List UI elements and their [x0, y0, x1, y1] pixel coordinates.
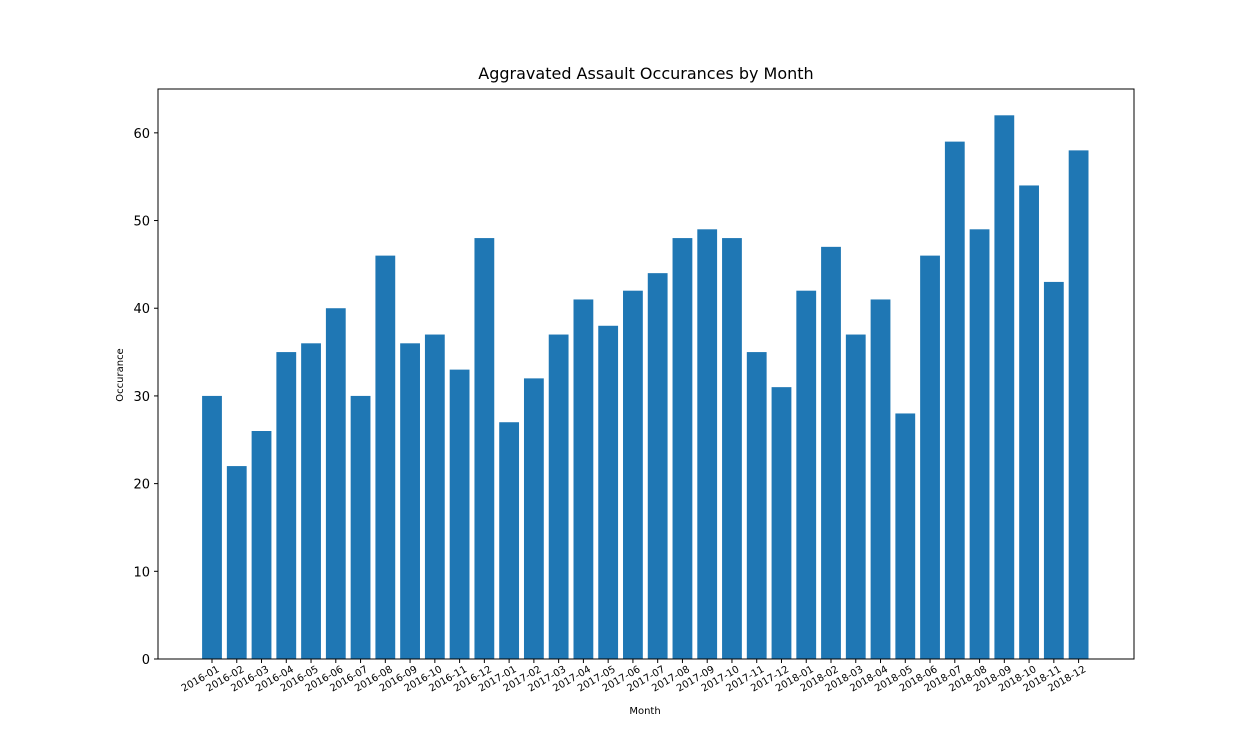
bar-2018-09 [994, 115, 1015, 659]
bar-2016-07 [350, 395, 371, 659]
y-axis-ticks: 0 10 20 30 40 50 60 [133, 127, 158, 668]
x-axis-label: Month [629, 706, 660, 717]
bar-2017-01 [499, 422, 520, 659]
bar-2018-06 [920, 255, 940, 659]
bar-2018-11 [1043, 281, 1064, 659]
bar-2017-10 [722, 238, 742, 659]
bar-2017-12 [771, 387, 792, 659]
bar-2018-01 [796, 290, 817, 659]
bar-2016-09 [400, 343, 420, 659]
bar-2018-12 [1068, 150, 1089, 659]
bar-2016-08 [375, 255, 396, 659]
bar-2017-02 [523, 378, 544, 659]
bar-2016-11 [449, 369, 470, 659]
y-tick-label: 10 [133, 565, 150, 580]
chart-title: Aggravated Assault Occurances by Month [478, 64, 813, 83]
bar-2017-03 [548, 334, 569, 659]
bar-2016-01 [202, 395, 222, 659]
bar-2018-10 [1019, 185, 1039, 659]
bar-2017-06 [623, 290, 643, 659]
bar-2016-05 [301, 343, 321, 659]
bar-2018-07 [944, 141, 965, 659]
bar-2018-02 [821, 246, 841, 659]
y-tick-label: 50 [133, 215, 150, 230]
y-tick-label: 0 [142, 653, 150, 668]
bar-2017-04 [573, 299, 594, 659]
y-tick-label: 60 [133, 127, 150, 142]
bar-2016-02 [226, 466, 247, 659]
bar-2016-06 [325, 308, 346, 659]
bar-2017-07 [647, 273, 668, 659]
bar-2016-04 [276, 352, 297, 659]
bar-2018-04 [870, 299, 891, 659]
bar-2018-03 [845, 334, 866, 659]
y-tick-label: 30 [133, 390, 150, 405]
bar-2018-08 [969, 229, 990, 659]
bar-2017-09 [697, 229, 718, 659]
bars-group [202, 115, 1089, 659]
bar-2016-10 [424, 334, 445, 659]
plot-frame [157, 88, 1135, 660]
y-tick-label: 40 [133, 302, 150, 317]
bar-2017-11 [746, 352, 767, 659]
bar-2018-05 [895, 413, 916, 659]
x-axis-ticks: 2016-012016-022016-032016-042016-052016-… [180, 659, 1088, 694]
y-tick-label: 20 [133, 478, 150, 493]
bar-2017-05 [598, 325, 619, 659]
y-axis-label: Occurance [115, 348, 126, 401]
bar-2016-03 [251, 431, 272, 659]
bar-2016-12 [474, 238, 495, 659]
bar-2017-08 [672, 238, 693, 659]
